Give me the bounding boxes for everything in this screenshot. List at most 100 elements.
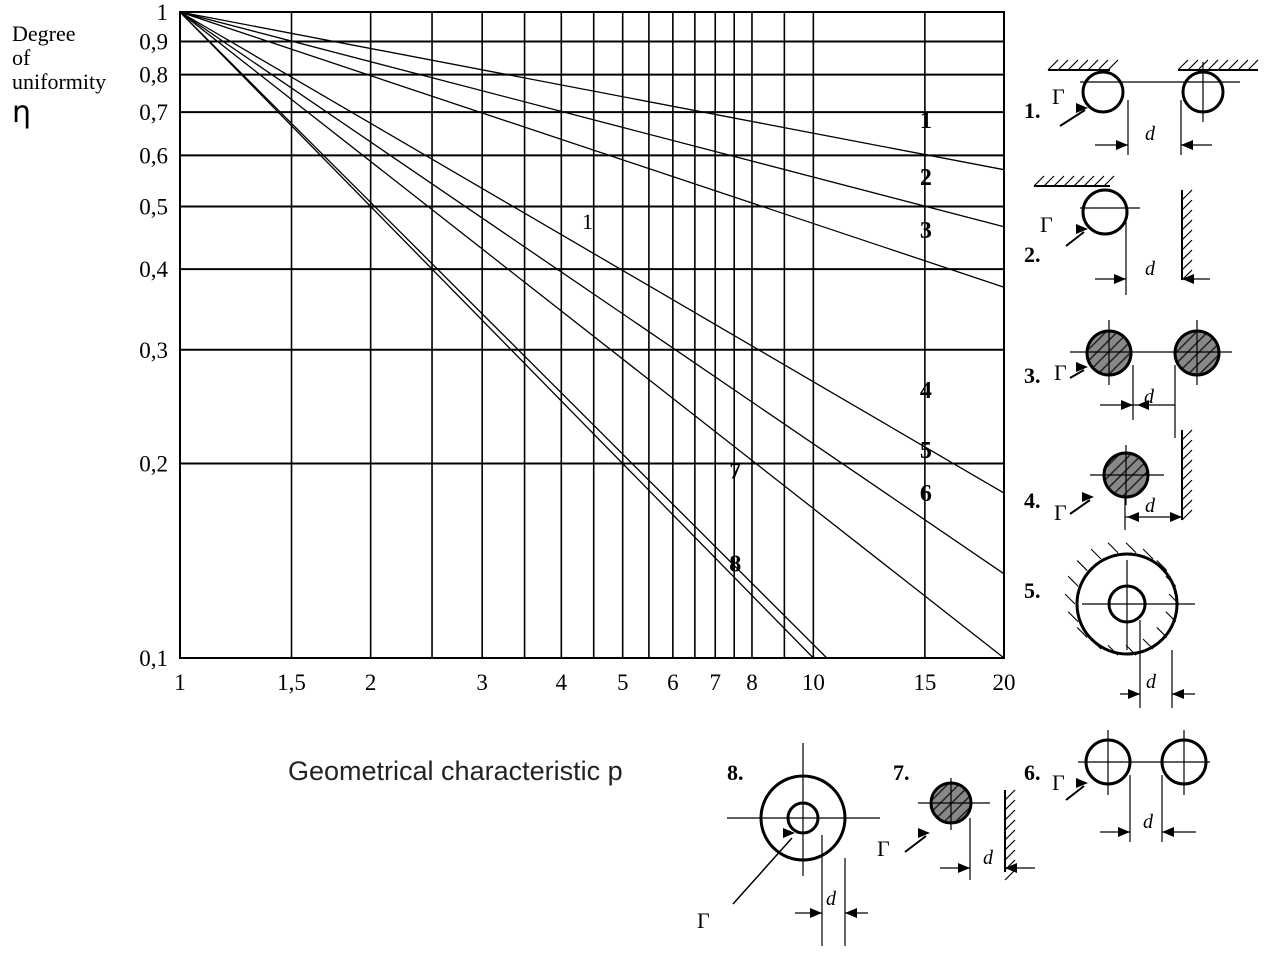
series-line-1 — [179, 11, 1005, 171]
wall-hatch — [1181, 239, 1193, 251]
arrow-head — [810, 908, 822, 918]
scheme-5-hatch — [1076, 627, 1088, 638]
x-tick-label: 8 — [746, 670, 758, 695]
scheme-7-d: d — [983, 847, 994, 869]
scheme-5-hatch — [1156, 560, 1168, 571]
arrow-head — [1162, 827, 1174, 837]
scheme-2-number: 2. — [1024, 242, 1041, 267]
x-tick-label: 6 — [667, 670, 679, 695]
scheme-6-d: d — [1143, 811, 1154, 833]
scheme-5-hatch — [1156, 627, 1168, 638]
scheme-2-electrode — [1081, 188, 1129, 236]
scheme-8-number: 8. — [727, 760, 744, 785]
y-axis-label-line-2: of — [12, 45, 31, 70]
ground-hatch — [1207, 59, 1219, 71]
ground-hatch — [1053, 175, 1065, 187]
wall-hatch — [1181, 479, 1193, 491]
grid — [179, 11, 1005, 659]
arrow-head — [918, 828, 930, 838]
x-tick-label: 15 — [913, 670, 936, 695]
arrow-head — [1005, 863, 1017, 873]
scheme-5-hatch — [1142, 638, 1154, 650]
y-axis-label: Degree of uniformity η — [12, 22, 106, 130]
y-tick-label: 1 — [157, 0, 169, 25]
x-tick-label: 4 — [556, 670, 568, 695]
scheme-4-number: 4. — [1024, 488, 1041, 513]
arrow-head — [1076, 778, 1088, 788]
y-tick-label: 0,6 — [139, 143, 168, 168]
series-line-4 — [179, 11, 1005, 494]
scheme-7-number: 7. — [893, 760, 910, 785]
scheme-line — [732, 837, 793, 905]
ground-hatch — [1057, 59, 1069, 71]
arrow-head — [1082, 492, 1094, 502]
series-line-7 — [179, 11, 828, 659]
scheme-7-gamma: Γ — [877, 836, 890, 861]
ground-hatch — [1043, 175, 1055, 187]
series-lines — [179, 11, 1005, 659]
scheme-3-number: 3. — [1024, 363, 1041, 388]
y-tick-label: 0,5 — [139, 194, 168, 219]
scheme-5-hatch — [1107, 644, 1119, 656]
wall-hatch — [1181, 439, 1193, 451]
wall-hatch — [1004, 869, 1016, 881]
scheme-5-hatch — [1090, 548, 1102, 560]
scheme-line — [1065, 231, 1085, 247]
scheme-5-hatch — [1165, 575, 1177, 587]
arrow-head — [845, 908, 857, 918]
ground-hatch — [1237, 59, 1249, 71]
x-axis-label: Geometrical characteristic p — [288, 756, 623, 786]
scheme-5-number: 5. — [1024, 578, 1041, 603]
arrow-head — [1137, 400, 1149, 410]
scheme-1-d: d — [1145, 123, 1156, 145]
series-line-6 — [179, 11, 1005, 659]
ground-hatch — [1217, 59, 1229, 71]
y-axis-label-line-3: uniformity — [12, 69, 107, 94]
arrow-head — [1181, 140, 1193, 150]
y-axis-label-line-1: Degree — [12, 21, 76, 46]
scheme-4-d: d — [1145, 495, 1156, 517]
wall-hatch — [1181, 209, 1193, 221]
scheme-5-d: d — [1146, 671, 1157, 693]
series-line-5 — [179, 11, 1005, 575]
tick-labels: 1 1,5 2 3 4 5 6 7 8 10 15 2010,90,80,70,60,50,40,30… — [139, 0, 1015, 695]
electrode-schemes: d 1. Γd 2. Γd 3. Γd 4. Γd 5. d 6. Γd 7. Γd 8. Γ — [697, 59, 1259, 946]
curve-label-7: 7 — [729, 459, 741, 485]
scheme-6-gamma: Γ — [1052, 770, 1065, 795]
wall-hatch — [1004, 799, 1016, 811]
x-tick-label: 1 — [174, 670, 186, 695]
arrow-head — [1118, 827, 1130, 837]
scheme-5-hatch — [1076, 560, 1088, 571]
ground-hatch — [1093, 175, 1105, 187]
scheme-line — [1069, 499, 1091, 515]
scheme-4-gamma: Γ — [1054, 500, 1067, 525]
scheme-1-gamma: Γ — [1052, 84, 1065, 109]
arrow-head — [1182, 274, 1194, 284]
ground-hatch — [1083, 175, 1095, 187]
scheme-5-hatch — [1142, 548, 1154, 560]
arrow-head — [958, 863, 970, 873]
scheme-8-gamma: Γ — [697, 908, 710, 933]
arrow-head — [1076, 224, 1088, 234]
wall-hatch — [1181, 189, 1193, 201]
scheme-line — [904, 835, 927, 853]
y-tick-label: 0,3 — [139, 338, 168, 363]
wall-hatch — [1181, 509, 1193, 521]
wall-hatch — [1181, 229, 1193, 241]
ground-hatch — [1247, 59, 1259, 71]
scheme-line — [1069, 369, 1085, 379]
scheme-5-hatch — [1107, 542, 1119, 554]
wall-hatch — [1181, 469, 1193, 481]
scheme-3-gamma: Γ — [1054, 360, 1067, 385]
wall-hatch — [1181, 199, 1193, 211]
curve-annotation: 1 — [582, 209, 593, 234]
ground-hatch — [1087, 59, 1099, 71]
wall-hatch — [1004, 789, 1016, 801]
wall-hatch — [1181, 449, 1193, 461]
scheme-2-gamma: Γ — [1040, 212, 1053, 237]
arrow-head — [1076, 103, 1088, 113]
curve-label-6: 6 — [920, 481, 932, 507]
wall-hatch — [1181, 429, 1193, 441]
ground-hatch — [1073, 175, 1085, 187]
